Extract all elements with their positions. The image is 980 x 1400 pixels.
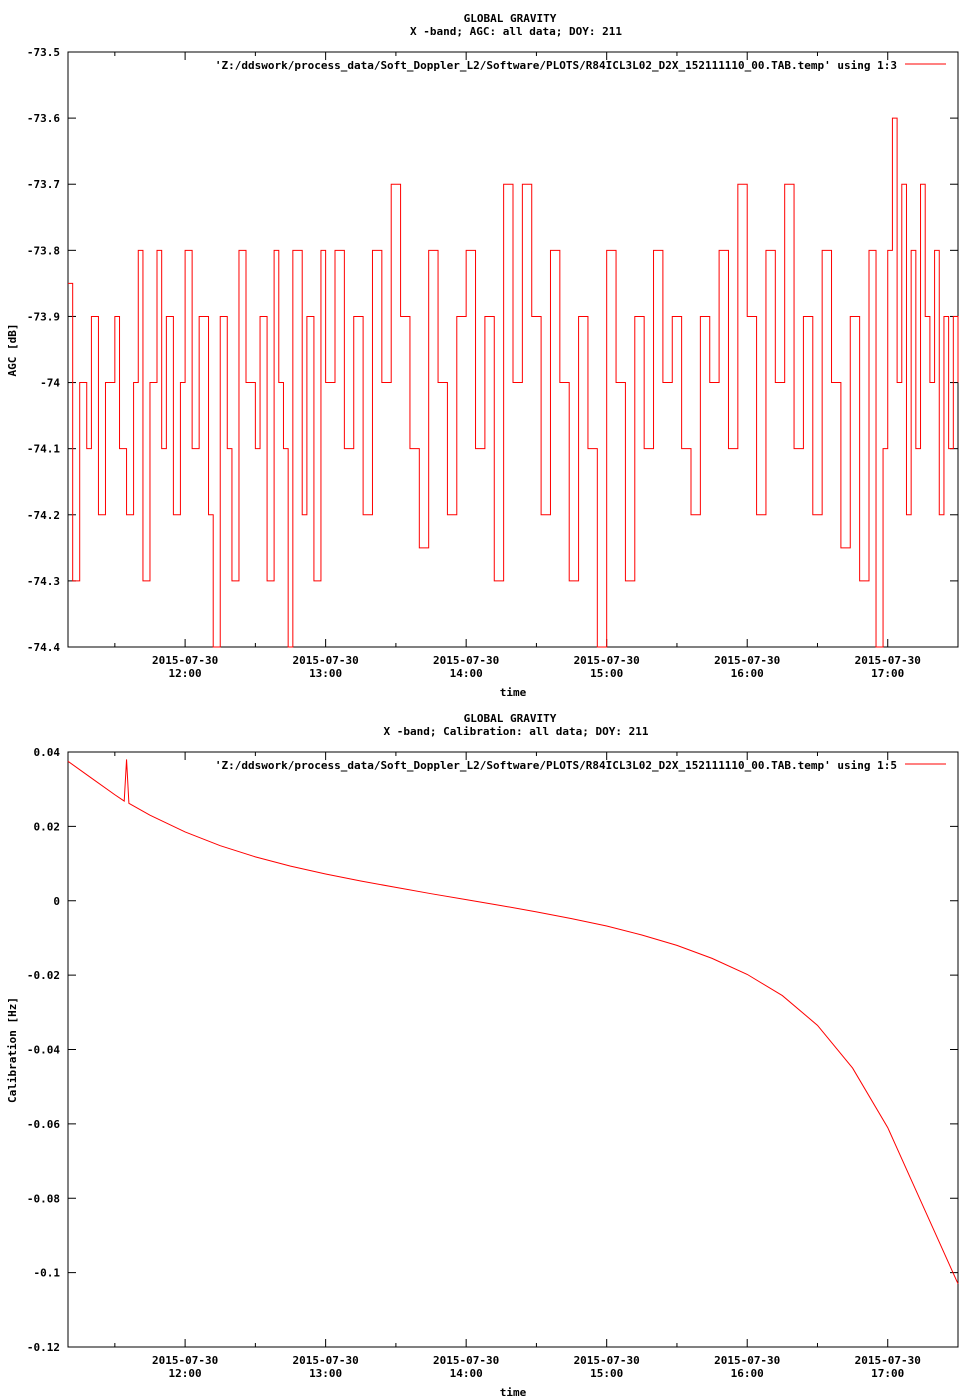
y-tick-label: -0.06 bbox=[27, 1118, 60, 1131]
chart-title: GLOBAL GRAVITY bbox=[464, 712, 557, 725]
x-tick-label-time: 13:00 bbox=[309, 667, 342, 680]
y-axis-label: AGC [dB] bbox=[6, 324, 19, 377]
y-tick-label: -0.08 bbox=[27, 1192, 60, 1205]
x-tick-label-date: 2015-07-30 bbox=[293, 1354, 359, 1367]
y-tick-label: -0.04 bbox=[27, 1044, 60, 1057]
x-tick-label-date: 2015-07-30 bbox=[574, 1354, 640, 1367]
y-tick-label: -0.1 bbox=[34, 1267, 61, 1280]
y-tick-label: -74 bbox=[40, 377, 60, 390]
x-tick-label-date: 2015-07-30 bbox=[152, 1354, 218, 1367]
series-line bbox=[68, 117, 959, 648]
y-tick-label: -73.5 bbox=[27, 46, 60, 59]
x-tick-label-time: 13:00 bbox=[309, 1367, 342, 1380]
x-axis-label: time bbox=[500, 686, 527, 699]
x-tick-label-time: 14:00 bbox=[450, 667, 483, 680]
y-tick-label: 0 bbox=[53, 895, 60, 908]
y-tick-label: -73.6 bbox=[27, 112, 60, 125]
chart-subtitle: X -band; AGC: all data; DOY: 211 bbox=[410, 25, 622, 38]
x-tick-label-date: 2015-07-30 bbox=[433, 654, 499, 667]
plot-frame bbox=[67, 751, 959, 1348]
y-tick-label: 0.02 bbox=[34, 820, 61, 833]
y-tick-label: -74.4 bbox=[27, 641, 60, 654]
y-tick-label: -73.8 bbox=[27, 244, 60, 257]
x-axis-label: time bbox=[500, 1386, 527, 1399]
chart-subtitle: X -band; Calibration: all data; DOY: 211 bbox=[384, 725, 649, 738]
x-tick-label-time: 12:00 bbox=[169, 667, 202, 680]
x-tick-label-time: 16:00 bbox=[731, 1367, 764, 1380]
y-tick-label: -74.3 bbox=[27, 575, 60, 588]
x-tick-label-date: 2015-07-30 bbox=[433, 1354, 499, 1367]
chart-title: GLOBAL GRAVITY bbox=[464, 12, 557, 25]
x-tick-label-time: 12:00 bbox=[169, 1367, 202, 1380]
x-tick-label-time: 16:00 bbox=[731, 667, 764, 680]
agc-chart: GLOBAL GRAVITY X -band; AGC: all data; D… bbox=[6, 12, 959, 699]
y-tick-label: -74.1 bbox=[27, 443, 60, 456]
x-tick-label-date: 2015-07-30 bbox=[714, 1354, 780, 1367]
x-tick-label-time: 17:00 bbox=[871, 667, 904, 680]
x-tick-label-date: 2015-07-30 bbox=[855, 654, 921, 667]
y-axis-label: Calibration [Hz] bbox=[6, 997, 19, 1103]
x-tick-label-date: 2015-07-30 bbox=[574, 654, 640, 667]
y-tick-label: -0.02 bbox=[27, 969, 60, 982]
y-tick-label: -73.9 bbox=[27, 310, 60, 323]
series-line bbox=[67, 759, 959, 1284]
x-tick-label-date: 2015-07-30 bbox=[855, 1354, 921, 1367]
x-tick-label-time: 14:00 bbox=[450, 1367, 483, 1380]
legend-label: 'Z:/ddswork/process_data/Soft_Doppler_L2… bbox=[215, 59, 897, 72]
x-tick-label-date: 2015-07-30 bbox=[293, 654, 359, 667]
y-tick-label: -0.12 bbox=[27, 1341, 60, 1354]
legend-label: 'Z:/ddswork/process_data/Soft_Doppler_L2… bbox=[215, 759, 897, 772]
x-tick-label-date: 2015-07-30 bbox=[152, 654, 218, 667]
y-tick-label: -74.2 bbox=[27, 509, 60, 522]
x-tick-label-time: 15:00 bbox=[590, 667, 623, 680]
x-tick-label-time: 15:00 bbox=[590, 1367, 623, 1380]
x-tick-label-date: 2015-07-30 bbox=[714, 654, 780, 667]
calibration-chart: GLOBAL GRAVITY X -band; Calibration: all… bbox=[6, 712, 959, 1399]
y-tick-label: 0.04 bbox=[34, 746, 61, 759]
y-tick-label: -73.7 bbox=[27, 178, 60, 191]
x-tick-label-time: 17:00 bbox=[871, 1367, 904, 1380]
